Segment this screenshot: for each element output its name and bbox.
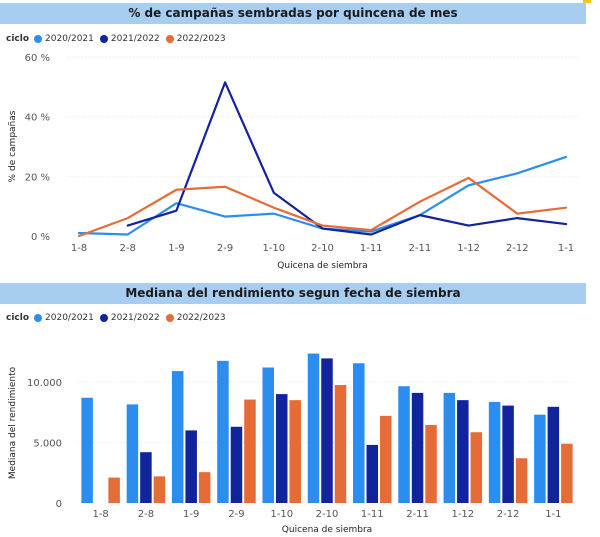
x-tick-label: 1-10 — [262, 243, 285, 254]
x-tick-label: 2-8 — [138, 509, 154, 520]
bar-2020-2021-1-11 — [353, 363, 365, 503]
x-tick-label: 2-9 — [217, 243, 233, 254]
bar-2020-2021-2-11 — [398, 386, 410, 503]
bar-2021-2022-2-8 — [140, 452, 152, 503]
x-axis-label: Quicena de siembra — [277, 261, 367, 271]
x-tick-label: 2-8 — [120, 243, 136, 254]
bar-2020-2021-1-9 — [171, 371, 184, 503]
x-tick-label: 1-1 — [558, 243, 574, 254]
bar-chart-plot: 0 5.000 10.000 1-8 2-8 1-9 2-9 1-10 2-10 1-11 2-11… — [8, 353, 576, 535]
bar-2020-2021-2-9 — [217, 360, 229, 503]
legend-title: ciclo — [6, 34, 30, 44]
legend-label-2020-2021: 2020/2021 — [45, 313, 94, 323]
legend-label-2022-2023: 2022/2023 — [176, 313, 226, 323]
bar-2022-2023-1-10 — [289, 400, 301, 503]
x-tick-label: 1-9 — [183, 509, 199, 520]
bar-2021-2022-1-1 — [547, 406, 560, 503]
y-axis-label: % de campañas — [8, 110, 18, 182]
x-tick-label: 2-10 — [311, 243, 334, 254]
x-tick-label: 1-12 — [451, 509, 474, 520]
bar-chart-title: Mediana del rendimiento segun fecha de s… — [0, 283, 586, 304]
bar-2021-2022-2-10 — [321, 358, 333, 503]
y-tick-label: 10.000 — [27, 378, 62, 389]
x-tick-label: 1-8 — [92, 509, 108, 520]
legend-item-2020-2021[interactable]: 2020/2021 — [34, 34, 94, 44]
bar-2021-2022-1-11 — [366, 444, 379, 503]
x-tick-label: 1-11 — [360, 243, 383, 254]
bar-2022-2023-2-8 — [153, 476, 166, 503]
corner-marker — [583, 0, 591, 3]
line-chart-plot: 0 % 20 % 40 % 60 % 1-8 2-8 1-9 2-9 1-10 2-10 1-11 2… — [8, 53, 578, 271]
bar-2022-2023-1-8 — [108, 477, 120, 503]
bar-2020-2021-1-10 — [262, 367, 274, 503]
bar-2021-2022-1-10 — [275, 394, 288, 503]
line-chart-legend: ciclo 2020/2021 2021/2022 2022/2023 — [6, 32, 232, 46]
x-tick-label: 1-10 — [270, 509, 293, 520]
y-axis-label: Mediana del rendimiento — [8, 366, 18, 479]
x-tick-label: 1-11 — [361, 509, 384, 520]
legend-label-2021-2022: 2021/2022 — [110, 313, 160, 323]
series-line-2022-2023 — [77, 176, 568, 238]
y-tick-label: 0 — [56, 499, 62, 510]
y-tick-label: 0 % — [31, 232, 50, 243]
line-chart-title: % de campañas sembradas por quincena de … — [0, 3, 586, 24]
bar-2021-2022-2-9 — [230, 426, 243, 503]
legend-item-2020-2021[interactable]: 2020/2021 — [34, 313, 94, 323]
legend-dot-2020-2021 — [34, 314, 43, 322]
y-tick-label: 40 % — [25, 113, 50, 124]
bar-2020-2021-1-12 — [443, 392, 456, 503]
x-tick-label: 2-11 — [406, 509, 429, 520]
bar-chart-legend: ciclo 2020/2021 2021/2022 2022/2023 — [6, 311, 232, 325]
series-line-2021-2022 — [126, 81, 568, 236]
x-tick-label: 2-12 — [506, 243, 529, 254]
bar-2022-2023-2-9 — [244, 399, 256, 503]
bar-2020-2021-1-8 — [81, 397, 93, 503]
bar-2020-2021-2-12 — [488, 401, 501, 503]
legend-title: ciclo — [6, 313, 30, 323]
legend-dot-2022-2023 — [165, 314, 174, 322]
y-tick-label: 60 % — [25, 53, 50, 64]
bar-2021-2022-2-12 — [502, 405, 514, 503]
x-tick-label: 2-12 — [497, 509, 520, 520]
legend-label-2021-2022: 2021/2022 — [110, 34, 160, 44]
x-tick-label: 2-9 — [228, 509, 244, 520]
bar-2022-2023-2-10 — [334, 385, 347, 503]
bar-2022-2023-1-9 — [198, 472, 211, 503]
line-chart-panel: % de campañas sembradas por quincena de … — [0, 3, 586, 271]
bar-2022-2023-1-1 — [561, 443, 573, 503]
legend-item-2022-2023[interactable]: 2022/2023 — [165, 313, 226, 323]
bar-2020-2021-1-1 — [534, 414, 546, 503]
bar-2022-2023-2-11 — [425, 424, 437, 503]
bar-2020-2021-2-10 — [307, 353, 320, 503]
legend-label-2022-2023: 2022/2023 — [176, 34, 226, 44]
x-tick-label: 1-1 — [545, 509, 561, 520]
y-tick-label: 20 % — [25, 172, 50, 183]
legend-label-2020-2021: 2020/2021 — [45, 34, 94, 44]
x-tick-label: 1-8 — [71, 243, 87, 254]
legend-item-2022-2023[interactable]: 2022/2023 — [165, 34, 226, 44]
bar-2022-2023-1-11 — [380, 415, 392, 503]
bar-2021-2022-1-9 — [185, 430, 197, 503]
legend-dot-2021-2022 — [99, 314, 108, 322]
legend-dot-2022-2023 — [165, 35, 174, 43]
x-tick-label: 1-12 — [457, 243, 480, 254]
x-tick-label: 2-11 — [409, 243, 432, 254]
y-tick-label: 5.000 — [33, 439, 62, 450]
x-tick-label: 1-9 — [168, 243, 184, 254]
legend-dot-2020-2021 — [34, 35, 43, 43]
bar-2020-2021-2-8 — [126, 404, 139, 503]
bar-2022-2023-2-12 — [515, 458, 528, 503]
bar-2021-2022-2-11 — [411, 392, 424, 503]
bar-2021-2022-1-12 — [457, 400, 469, 503]
x-tick-label: 2-10 — [316, 509, 339, 520]
legend-dot-2021-2022 — [99, 35, 108, 43]
bar-2022-2023-1-12 — [470, 432, 483, 503]
bar-chart-panel: Mediana del rendimiento segun fecha de s… — [0, 281, 600, 537]
legend-item-2021-2022[interactable]: 2021/2022 — [99, 34, 160, 44]
legend-item-2021-2022[interactable]: 2021/2022 — [99, 313, 160, 323]
x-axis-label: Quicena de siembra — [282, 525, 372, 535]
